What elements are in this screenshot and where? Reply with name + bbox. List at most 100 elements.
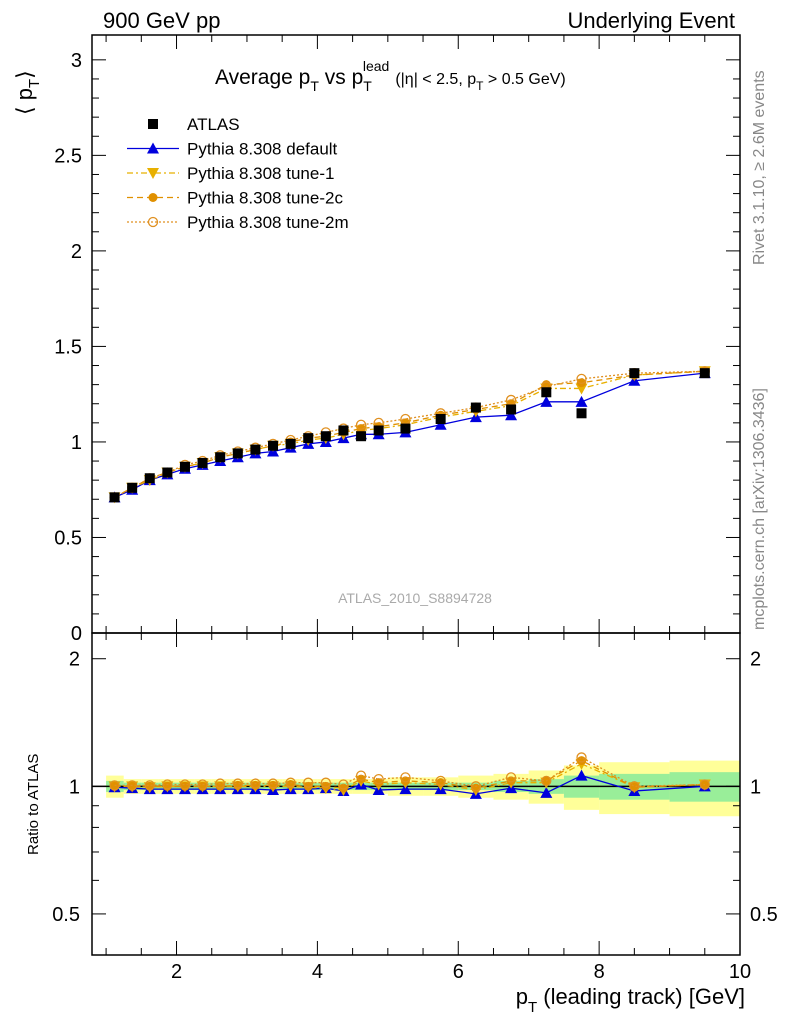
data-point [373, 425, 384, 436]
y-tick-label-main: 0 [71, 623, 82, 645]
y-tick-label-ratio: 2 [69, 649, 80, 671]
data-point [506, 404, 517, 415]
legend-label: Pythia 8.308 tune-2c [187, 189, 343, 208]
data-point [215, 452, 226, 463]
x-tick-label: 10 [729, 961, 751, 983]
ratio-point [232, 778, 243, 789]
header-left: 900 GeV pp [103, 8, 220, 33]
data-point [144, 473, 155, 484]
ratio-point [215, 778, 226, 789]
ratio-point [505, 772, 517, 783]
ratio-point [303, 777, 314, 788]
data-point [541, 387, 552, 398]
ratio-line [114, 763, 705, 791]
y-tick-label-main: 2.5 [54, 145, 82, 167]
legend-label: Pythia 8.308 default [187, 140, 338, 159]
legend-marker [147, 216, 159, 228]
y-axis-label-ratio: Ratio to ATLAS [25, 754, 42, 855]
legend-marker [147, 168, 159, 179]
ratio-uncertainty-bands [92, 760, 740, 817]
ratio-point [470, 781, 482, 792]
data-point [577, 378, 587, 388]
ratio-point [355, 770, 367, 781]
x-tick-label: 2 [171, 961, 182, 983]
data-point [109, 492, 120, 503]
ratio-point [400, 772, 411, 783]
data-point [699, 368, 710, 379]
analysis-id: ATLAS_2010_S8894728 [338, 590, 492, 606]
header-right: Underlying Event [567, 8, 735, 33]
legend-marker [148, 119, 158, 129]
data-point [303, 433, 314, 444]
data-point [232, 448, 243, 459]
legend-label: Pythia 8.308 tune-1 [187, 164, 334, 183]
legend-label: Pythia 8.308 tune-2m [187, 213, 349, 232]
ratio-point [303, 781, 313, 791]
ratio-point [699, 779, 710, 790]
data-point [127, 482, 138, 493]
ratio-point [127, 781, 137, 791]
ratio-series-4 [109, 752, 710, 792]
ratio-point [576, 752, 587, 763]
data-point [338, 425, 349, 436]
chart-title: Average pT vs pTlead(|η| < 2.5, pT > 0.5… [215, 58, 566, 94]
data-point [435, 414, 446, 425]
ratio-point [338, 783, 348, 793]
data-point [505, 394, 517, 406]
data-point [250, 444, 261, 455]
data-point [470, 402, 481, 413]
data-point [400, 423, 411, 434]
ratio-plot-frame [91, 632, 741, 956]
legend-entry: ATLAS [148, 115, 240, 134]
y-tick-label-ratio-right: 1 [750, 776, 761, 798]
ratio-line [114, 759, 705, 789]
data-point [197, 457, 208, 468]
ratio-point [374, 778, 384, 788]
series-line [114, 370, 705, 498]
data-point [505, 409, 518, 421]
y-tick-label-main: 2 [71, 241, 82, 263]
data-point [356, 431, 367, 442]
data-point [434, 418, 447, 430]
y-tick-label-main: 1 [71, 432, 82, 454]
ratio-point [540, 786, 553, 798]
data-point [162, 467, 173, 478]
y-tick-label-ratio-right: 2 [750, 649, 761, 671]
ratio-point [109, 780, 120, 791]
data-point [320, 431, 331, 442]
ratio-point [541, 775, 552, 787]
ratio-point [506, 776, 516, 786]
data-point [540, 395, 553, 407]
data-point [356, 424, 366, 434]
ratio-point [126, 780, 138, 791]
data-point [285, 438, 296, 449]
data-point [575, 395, 588, 407]
x-tick-label: 8 [594, 961, 605, 983]
legend-marker [147, 142, 159, 154]
legend-entry: Pythia 8.308 tune-1 [127, 164, 334, 183]
rivet-label: Rivet 3.1.10, ≥ 2.6M events [751, 70, 768, 265]
ratio-point [435, 775, 446, 787]
ratio-point [197, 779, 208, 790]
ratio-point [338, 779, 349, 790]
ratio-point [144, 780, 155, 791]
ratio-point [145, 781, 155, 791]
legend: ATLAS Pythia 8.308 default Pythia 8.308 tu… [127, 115, 349, 232]
y-tick-label-ratio: 1 [69, 776, 80, 798]
ratio-point [629, 781, 640, 792]
ratio-point [321, 781, 331, 791]
x-axis-label: pT (leading track) [GeV] [516, 984, 745, 1016]
data-point [576, 373, 587, 385]
ratio-point [162, 779, 173, 790]
ratio-point [267, 778, 279, 789]
series-pythia-1 [108, 367, 711, 503]
y-tick-label-main: 1.5 [54, 336, 82, 358]
y-tick-label-ratio: 0.5 [52, 904, 80, 926]
data-point [400, 413, 411, 425]
legend-entry: Pythia 8.308 default [127, 140, 338, 159]
series-atlas [109, 368, 710, 503]
data-point [575, 383, 588, 395]
y-tick-label-ratio-right: 0.5 [750, 904, 778, 926]
x-tick-label: 4 [312, 961, 323, 983]
